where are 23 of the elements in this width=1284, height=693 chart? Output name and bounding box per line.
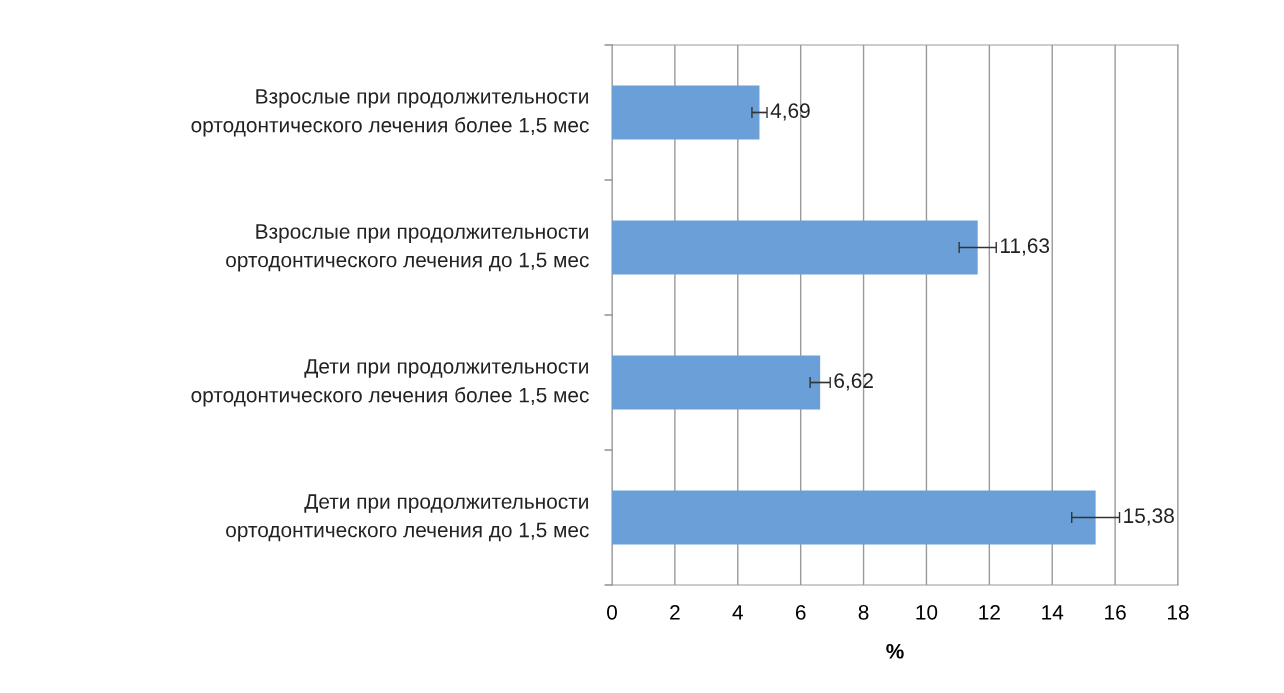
data-label: 6,62 [834, 373, 873, 391]
data-label: 11,63 [1000, 238, 1050, 256]
data-label: 4,69 [770, 103, 810, 121]
y-tick-label: Дети при продолжительности ортодонтического лечения более 1,5 мес [191, 359, 589, 407]
x-tick-label: 18 [1168, 604, 1189, 620]
y-tick-label: Дети при продолжительности ортодонтического лечения до 1,5 мес [226, 494, 589, 542]
x-tick-label: 6 [795, 604, 806, 620]
x-tick-label: 4 [732, 605, 743, 620]
x-tick-label: 2 [670, 604, 680, 620]
x-tick-label: 12 [979, 604, 1000, 620]
bar [612, 490, 1096, 545]
bar [612, 355, 821, 410]
y-tick-label: Взрослые при продолжительности ортодонтического лечения до 1,5 мес [226, 224, 589, 272]
x-tick-label: 0 [607, 604, 617, 620]
x-tick-label: 16 [1105, 604, 1126, 620]
bar [612, 220, 978, 275]
x-tick-label: 10 [916, 604, 938, 620]
data-label: 15,38 [1124, 508, 1174, 526]
x-tick-label: 8 [858, 604, 869, 620]
x-axis-title: % [886, 643, 904, 659]
bar [612, 85, 760, 140]
y-tick-label: Взрослые при продолжительности ортодонтического лечения более 1,5 мес [191, 89, 589, 137]
x-tick-label: 14 [1042, 605, 1064, 620]
